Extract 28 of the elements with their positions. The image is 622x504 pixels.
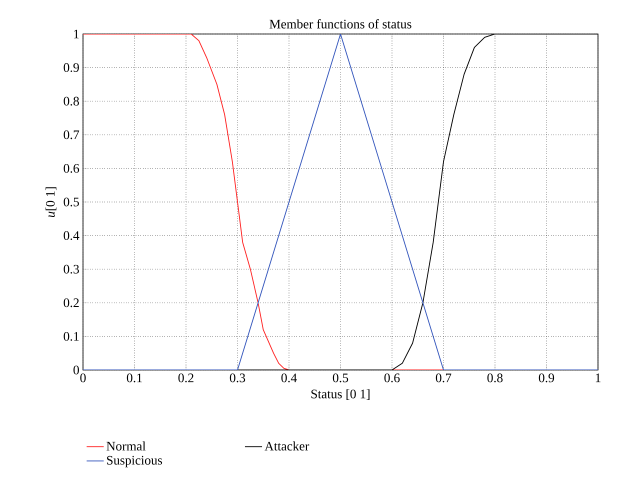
y-tick-label: 0.1	[64, 332, 79, 341]
x-tick-label: 1	[596, 374, 600, 382]
x-tick-label: 0.5	[332, 374, 348, 382]
x-tick-label: 0.8	[487, 374, 503, 382]
legend-label: Normal	[106, 441, 146, 451]
x-tick-label: 0.3	[230, 374, 246, 382]
legend-label: Suspicious	[107, 456, 162, 468]
y-tick-label: 0.7	[64, 130, 80, 140]
x-tick-label: 0.9	[538, 374, 554, 382]
y-axis-title: u[0 1]	[46, 187, 56, 218]
y-tick-label: 0.5	[64, 198, 79, 206]
y-tick-label: 0	[73, 366, 79, 374]
x-tick-label: 0.7	[436, 374, 452, 382]
x-tick-label: 0.4	[281, 374, 297, 382]
y-tick-label: 0.4	[64, 231, 80, 240]
y-tick-label: 0.9	[64, 63, 79, 72]
y-tick-label: 1	[74, 30, 79, 38]
y-tick-label: 0.6	[64, 164, 80, 173]
y-tick-label: 0.8	[64, 96, 79, 106]
x-tick-label: 0.2	[178, 374, 194, 382]
legend-label: Attacker	[264, 441, 310, 451]
chart-title: Member functions of status	[270, 19, 412, 28]
y-tick-label: 0.3	[64, 264, 79, 274]
x-tick-label: 0	[80, 374, 86, 382]
x-tick-label: 0.6	[384, 374, 400, 382]
x-tick-label: 0.1	[126, 374, 142, 382]
x-axis-title: Status [0 1]	[311, 389, 370, 400]
y-tick-label: 0.2	[64, 298, 79, 308]
